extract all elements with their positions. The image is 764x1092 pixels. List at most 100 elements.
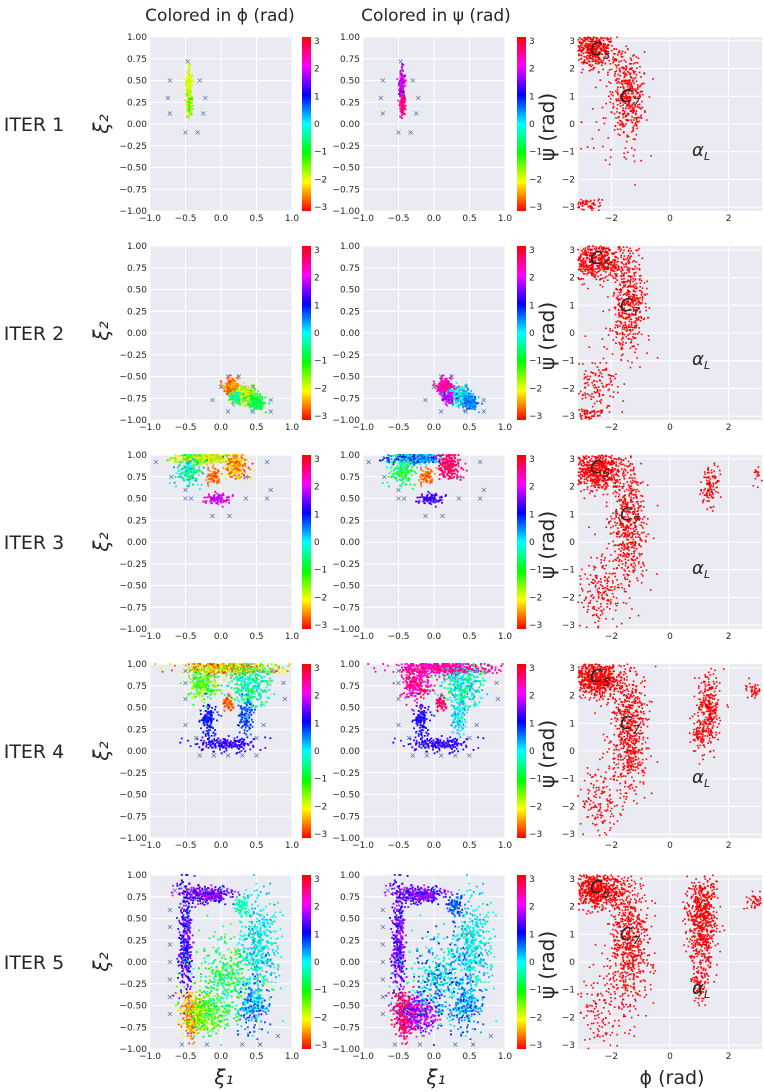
data-point: [233, 468, 236, 470]
data-point: [633, 149, 636, 151]
colorbar-tick-label: −3: [529, 412, 542, 422]
data-point: [614, 326, 616, 329]
data-point: [264, 402, 267, 404]
data-point: [207, 493, 210, 496]
y-tick-label: 1: [569, 92, 575, 102]
data-point: [625, 258, 627, 261]
data-point: [256, 401, 259, 403]
data-point: [615, 79, 617, 81]
data-point: [592, 38, 594, 40]
data-point: [627, 334, 629, 336]
center-marker: ×: [182, 128, 189, 137]
data-point: [208, 469, 211, 472]
data-point: [606, 384, 608, 386]
y-tick-label: −1: [562, 357, 575, 367]
x-tick-label: 0.5: [462, 214, 476, 224]
iteration-row: ITER 2× ×× ×× ×× × ×−1.0 −0.5 0.0 0.5 1.01.000.75…: [4, 242, 762, 433]
data-point: [631, 147, 633, 149]
data-point: [591, 64, 594, 66]
data-point: [208, 478, 211, 480]
data-point: [630, 321, 633, 323]
data-point: [615, 98, 617, 101]
data-point: [185, 478, 188, 481]
data-point: [259, 395, 262, 398]
data-point: [399, 69, 402, 72]
data-point: [222, 494, 225, 497]
data-point: [612, 265, 614, 267]
data-point: [186, 103, 189, 106]
data-point: [647, 316, 650, 319]
x-tick-label: 0.0: [427, 214, 442, 224]
y-tick-label: −0.75: [119, 185, 147, 195]
data-point: [612, 107, 614, 109]
data-point: [635, 287, 638, 290]
data-point: [238, 399, 240, 402]
data-point: [446, 404, 448, 407]
data-point: [231, 476, 233, 478]
data-point: [589, 375, 592, 378]
data-point: [627, 275, 630, 277]
data-point: [632, 138, 635, 140]
data-point: [586, 200, 588, 202]
colorbar-tick-label: −3: [529, 203, 542, 213]
data-point: [579, 415, 582, 417]
data-point: [633, 117, 635, 119]
data-point: [578, 46, 580, 48]
data-point: [398, 87, 401, 90]
data-point: [618, 341, 620, 344]
data-point: [611, 91, 614, 94]
data-point: [590, 50, 592, 53]
data-point: [620, 291, 622, 293]
data-point: [237, 395, 240, 398]
data-point: [442, 390, 445, 392]
data-point: [604, 159, 607, 161]
y-tick-label: 0.75: [127, 473, 147, 483]
data-point: [591, 202, 593, 205]
x-tick-label: 1.0: [498, 214, 513, 224]
data-point: [610, 93, 613, 96]
data-point: [177, 455, 180, 458]
data-point: [605, 45, 608, 47]
data-point: [252, 401, 255, 404]
data-point: [623, 76, 625, 79]
data-point: [590, 57, 593, 60]
data-point: [620, 359, 623, 362]
data-point: [399, 90, 401, 93]
data-point: [210, 502, 213, 505]
data-point: [236, 387, 238, 390]
data-point: [589, 200, 592, 202]
data-point: [633, 124, 636, 127]
data-point: [600, 274, 602, 276]
data-point: [643, 82, 645, 85]
data-point: [189, 96, 192, 98]
data-point: [632, 277, 634, 280]
center-marker: ×: [188, 494, 195, 503]
center-marker: ×: [409, 76, 416, 85]
data-point: [626, 256, 629, 259]
data-point: [605, 247, 608, 249]
data-point: [621, 272, 623, 275]
data-point: [593, 411, 596, 414]
data-point: [583, 209, 585, 211]
data-point: [602, 394, 605, 396]
data-point: [622, 324, 625, 327]
data-point: [188, 63, 190, 65]
data-point: [630, 279, 632, 281]
region-label-c5: C: [590, 248, 603, 269]
data-point: [401, 65, 404, 68]
data-point: [627, 255, 630, 257]
x-tick-label: 0.5: [249, 632, 263, 642]
data-point: [636, 124, 638, 127]
data-point: [587, 287, 589, 290]
data-point: [404, 98, 407, 101]
data-point: [639, 286, 641, 288]
data-point: [207, 460, 210, 463]
data-point: [623, 255, 626, 257]
center-marker: ×: [152, 458, 159, 467]
data-point: [583, 37, 585, 39]
data-point: [637, 121, 639, 123]
data-point: [602, 46, 605, 49]
data-point: [623, 281, 625, 284]
colorbar-tick-label: −3: [314, 412, 327, 422]
data-point: [449, 383, 451, 386]
